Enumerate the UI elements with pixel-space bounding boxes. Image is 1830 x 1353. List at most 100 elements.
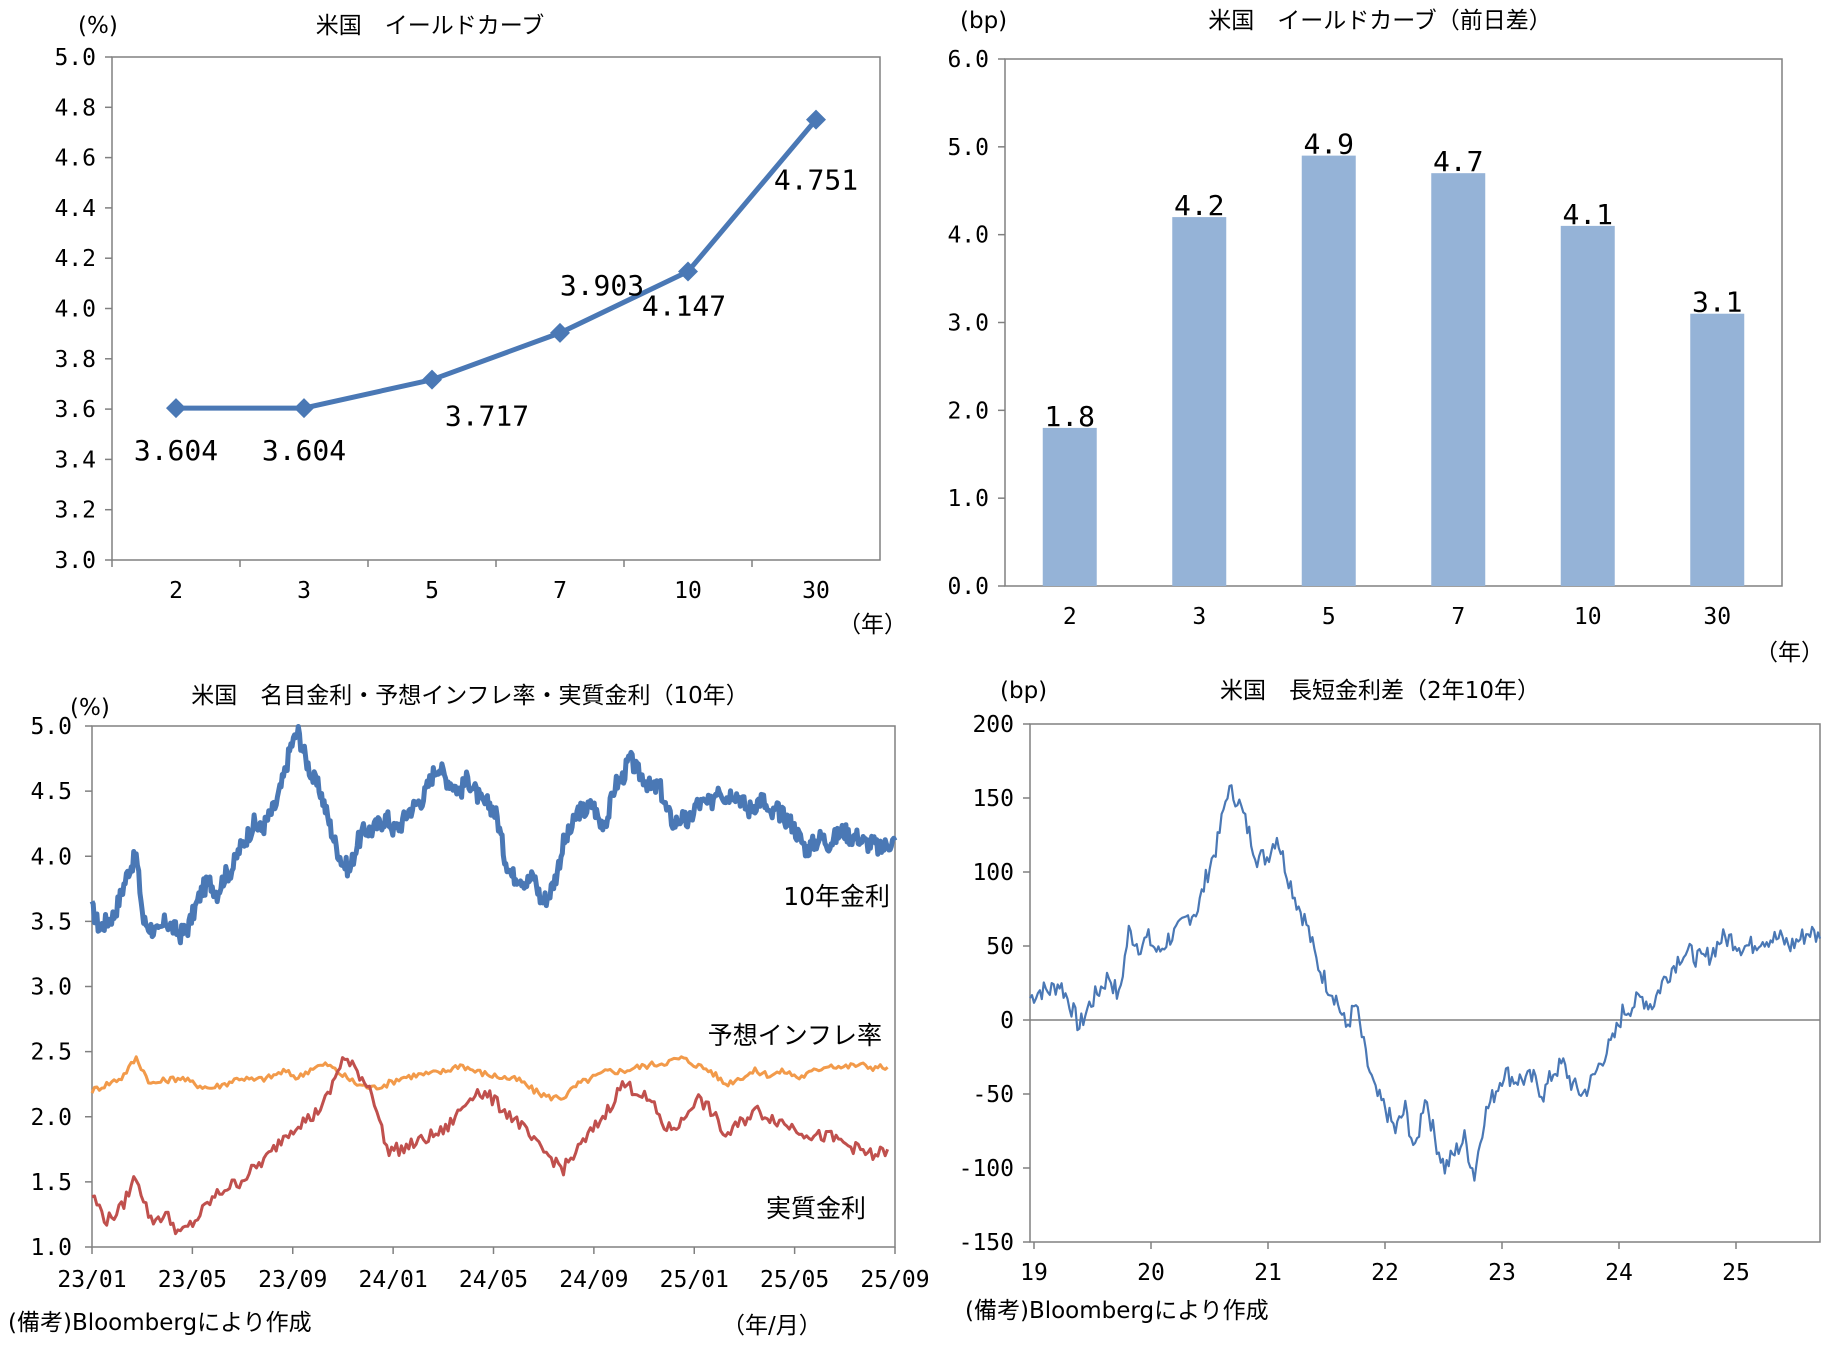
y-tick-label: 0 xyxy=(1000,1008,1014,1034)
y-tick-label: 2.0 xyxy=(947,398,989,424)
x-tick-label: 24/01 xyxy=(359,1267,428,1293)
bar xyxy=(1301,155,1356,586)
chart1-xlabel: （年） xyxy=(838,612,907,638)
chart1-series xyxy=(166,109,826,419)
chart3-y-axis: 1.0 1.5 2.0 2.5 3.0 3.5 4.0 4.5 5.0 xyxy=(30,714,92,1261)
x-tick-label: 23/09 xyxy=(258,1267,327,1293)
y-tick-label: 1.0 xyxy=(30,1235,72,1261)
x-tick-label: 25/01 xyxy=(660,1267,729,1293)
data-label: 3.604 xyxy=(134,434,218,467)
x-tick-label: 24 xyxy=(1605,1260,1633,1286)
data-point xyxy=(678,261,698,282)
bar xyxy=(1042,427,1097,586)
chart4-y-axis: -150 -100 -50 0 50 100 150 200 xyxy=(959,712,1030,1256)
yield-curve-chart: 米国 イールドカーブ (%) 3.0 3.2 3.4 3.6 3.8 4.0 4.2 4.4 4… xyxy=(54,13,907,638)
x-tick-label: 21 xyxy=(1254,1260,1282,1286)
chart4-ylabel: (bp) xyxy=(1000,678,1047,704)
data-label: 4.1 xyxy=(1562,198,1613,231)
y-tick-label: 4.0 xyxy=(947,223,989,249)
x-tick-label: 30 xyxy=(1703,604,1731,630)
x-tick-label: 7 xyxy=(1451,604,1465,630)
data-point xyxy=(422,369,442,390)
chart4-note: (備考)Bloombergにより作成 xyxy=(965,1298,1269,1324)
x-tick-label: 5 xyxy=(1322,604,1336,630)
y-tick-label: -100 xyxy=(959,1156,1014,1182)
y-tick-label: 4.8 xyxy=(54,95,96,121)
y-tick-label: 3.0 xyxy=(30,975,72,1001)
y-tick-label: 150 xyxy=(972,786,1014,812)
data-label: 3.604 xyxy=(262,434,346,467)
chart4-title: 米国 長短金利差（2年10年） xyxy=(1220,678,1540,704)
y-tick-label: 4.4 xyxy=(54,196,96,222)
y-tick-label: 200 xyxy=(972,712,1014,738)
series-spread-line xyxy=(1029,784,1822,1182)
y-tick-label: -50 xyxy=(972,1082,1014,1108)
series-real-line xyxy=(91,1056,890,1236)
x-tick-label: 25 xyxy=(1722,1260,1750,1286)
y-tick-label: 0.0 xyxy=(947,574,989,600)
bar xyxy=(1431,173,1486,586)
chart1-ylabel: (%) xyxy=(78,13,118,39)
series-label-real: 実質金利 xyxy=(766,1194,866,1223)
chart2-bars xyxy=(1042,155,1745,586)
bar xyxy=(1560,225,1615,586)
x-tick-label: 24/09 xyxy=(559,1267,628,1293)
chart4-series xyxy=(1029,784,1822,1182)
x-tick-label: 10 xyxy=(674,578,702,604)
series-label-10y: 10年金利 xyxy=(783,882,890,911)
series-line xyxy=(176,118,818,411)
chart4-x-axis: 19 20 21 22 23 24 25 xyxy=(1020,1242,1750,1286)
chart2-xlabel: （年） xyxy=(1755,640,1824,666)
chart1-x-axis: 2 3 5 7 10 30 xyxy=(111,560,830,604)
chart4-plot-frame xyxy=(1029,723,1821,1243)
y-tick-label: 4.6 xyxy=(54,146,96,172)
yield-change-chart: 米国 イールドカーブ（前日差） (bp) 0.0 1.0 2.0 3.0 4.0 5.0 6… xyxy=(947,8,1824,666)
x-tick-label: 23/01 xyxy=(57,1267,126,1293)
chart2-title: 米国 イールドカーブ（前日差） xyxy=(1208,8,1552,34)
data-label: 4.751 xyxy=(774,164,858,197)
x-tick-label: 2 xyxy=(1063,604,1077,630)
chart3-xlabel: （年/月） xyxy=(722,1313,822,1339)
y-tick-label: 4.0 xyxy=(54,297,96,323)
data-point xyxy=(166,398,186,419)
x-tick-label: 5 xyxy=(425,578,439,604)
data-label: 4.9 xyxy=(1303,128,1354,161)
data-label: 1.8 xyxy=(1044,400,1095,433)
series-10y-line xyxy=(89,724,898,946)
chart3-x-axis: 23/01 23/05 23/09 24/01 24/05 24/09 25/01 25/05… xyxy=(57,1247,930,1293)
chart2-data-labels: 1.8 4.2 4.9 4.7 4.1 3.1 xyxy=(1044,128,1742,433)
series-inflation-line xyxy=(90,1055,889,1102)
data-label: 3.717 xyxy=(445,400,529,433)
x-tick-label: 7 xyxy=(553,578,567,604)
y-tick-label: 6.0 xyxy=(947,47,989,73)
chart2-plot-frame xyxy=(1004,58,1783,587)
y-tick-label: 1.0 xyxy=(947,486,989,512)
x-tick-label: 25/05 xyxy=(760,1267,829,1293)
y-tick-label: 3.8 xyxy=(54,347,96,373)
data-label: 4.147 xyxy=(642,290,726,323)
data-point xyxy=(550,322,570,343)
chart3-title: 米国 名目金利・予想インフレ率・実質金利（10年） xyxy=(191,683,749,709)
x-tick-label: 19 xyxy=(1020,1260,1048,1286)
x-tick-label: 30 xyxy=(802,578,830,604)
y-tick-label: 3.0 xyxy=(54,548,96,574)
y-tick-label: 5.0 xyxy=(947,135,989,161)
y-tick-label: 50 xyxy=(986,934,1014,960)
y-tick-label: 4.0 xyxy=(30,844,72,870)
data-label: 3.1 xyxy=(1692,286,1743,319)
bar xyxy=(1690,313,1745,586)
x-tick-label: 22 xyxy=(1371,1260,1399,1286)
y-tick-label: 3.2 xyxy=(54,498,96,524)
x-tick-label: 23 xyxy=(1488,1260,1516,1286)
y-tick-label: -150 xyxy=(959,1230,1014,1256)
y-tick-label: 3.6 xyxy=(54,397,96,423)
chart2-y-axis: 0.0 1.0 2.0 3.0 4.0 5.0 6.0 xyxy=(947,47,1005,600)
chart2-x-axis: 2 3 5 7 10 30 xyxy=(1063,604,1731,630)
bar xyxy=(1172,217,1227,586)
y-tick-label: 5.0 xyxy=(30,714,72,740)
y-tick-label: 4.5 xyxy=(30,779,72,805)
x-tick-label: 24/05 xyxy=(459,1267,528,1293)
x-tick-label: 25/09 xyxy=(860,1267,929,1293)
